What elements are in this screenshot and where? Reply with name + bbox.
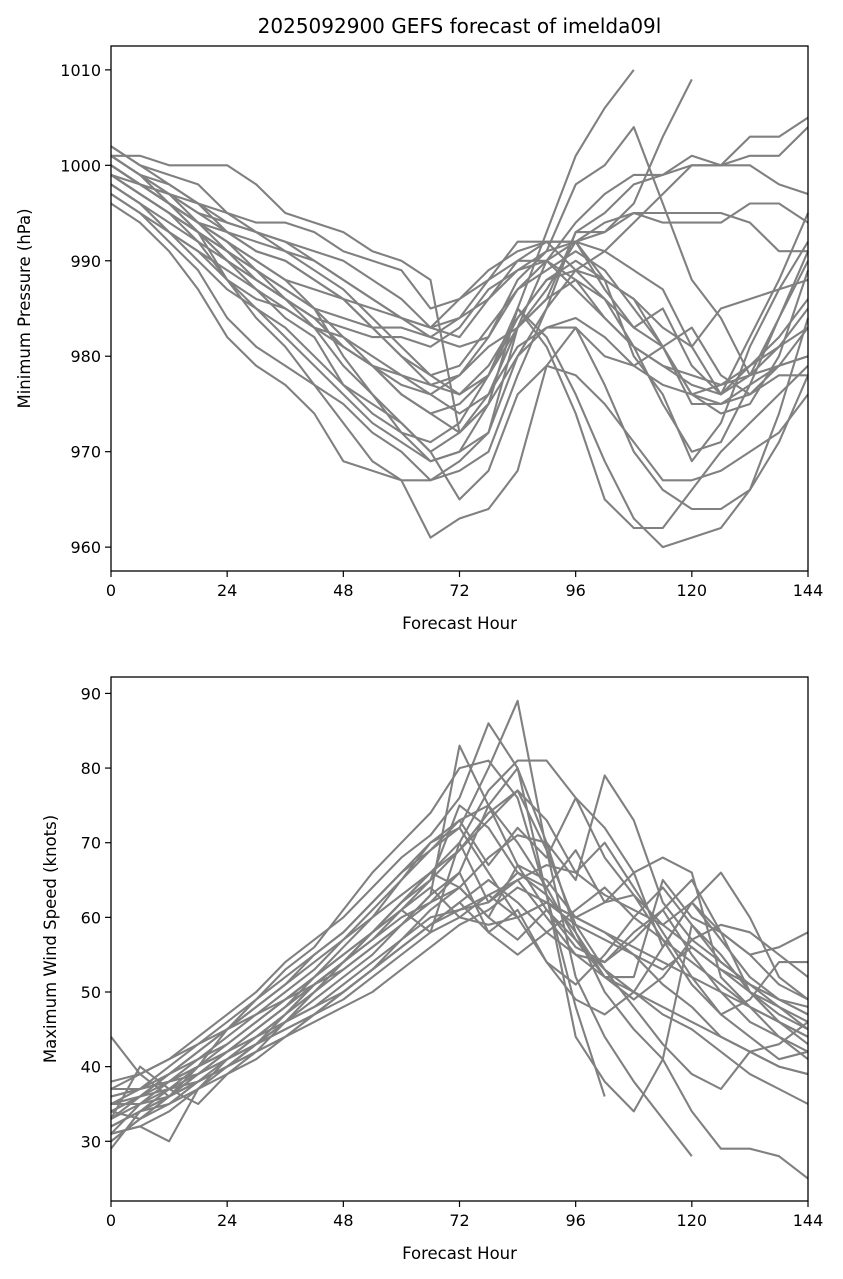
wind-ticks: 0 24 48 72 96 120 144 30 40 50 60 70 80 90 (81, 684, 824, 1230)
wind-x-tick-label: 144 (793, 1211, 824, 1230)
pressure-x-tick-label: 72 (449, 581, 469, 600)
pressure-series-line-m14 (110, 154, 810, 549)
pressure-x-tick-label: 96 (565, 581, 585, 600)
wind-series-line-m23 (110, 893, 809, 1113)
pressure-x-tick-label: 0 (106, 581, 116, 600)
pressure-chart: 2025092900 GEFS forecast of imelda09l 0 2… (15, 14, 823, 633)
pressure-y-tick-label: 970 (70, 443, 101, 462)
pressure-x-tick-label: 48 (333, 581, 353, 600)
chart-title: 2025092900 GEFS forecast of imelda09l (258, 14, 662, 38)
pressure-plot-frame (110, 45, 809, 572)
pressure-y-tick-label: 990 (70, 252, 101, 271)
wind-x-tick-label: 24 (217, 1211, 237, 1230)
wind-chart: 0 24 48 72 96 120 144 30 40 50 60 70 80 90 Forecast H… (41, 676, 824, 1263)
pressure-series-line-m20 (110, 193, 809, 453)
wind-y-tick-label: 80 (81, 759, 101, 778)
wind-y-tick-label: 30 (81, 1132, 101, 1151)
pressure-y-tick-label: 1000 (60, 156, 101, 175)
pressure-series-line-m24 (110, 154, 808, 406)
pressure-ticks: 0 24 48 72 96 120 144 960 970 980 990 1000 1010 (60, 61, 823, 600)
wind-y-tick-label: 50 (81, 983, 101, 1002)
wind-y-tick-label: 40 (81, 1058, 101, 1077)
pressure-series-line-m6 (110, 164, 809, 482)
wind-x-tick-label: 0 (106, 1211, 116, 1230)
wind-y-axis-label: Maximum Wind Speed (knots) (41, 815, 60, 1063)
wind-series-lines (110, 699, 809, 1180)
wind-y-tick-label: 60 (81, 908, 101, 927)
wind-x-tick-label: 96 (565, 1211, 585, 1230)
pressure-series-line-m19 (110, 174, 809, 396)
pressure-series-line-m23 (110, 173, 809, 386)
pressure-x-axis-label: Forecast Hour (402, 614, 517, 633)
pressure-y-tick-label: 1010 (60, 61, 101, 80)
pressure-series-line-m1 (111, 69, 635, 434)
wind-y-tick-label: 90 (81, 684, 101, 703)
pressure-x-tick-label: 120 (677, 581, 708, 600)
pressure-x-tick-label: 24 (217, 581, 237, 600)
pressure-y-tick-label: 980 (70, 347, 101, 366)
wind-x-tick-label: 72 (449, 1211, 469, 1230)
pressure-series-line-m8 (110, 202, 809, 482)
wind-x-axis-label: Forecast Hour (402, 1244, 517, 1263)
pressure-series-lines (110, 69, 810, 549)
pressure-x-tick-label: 144 (793, 581, 824, 600)
pressure-y-axis-label: Minimum Pressure (hPa) (15, 208, 34, 408)
pressure-series-line-m17 (110, 183, 809, 396)
wind-x-tick-label: 48 (333, 1211, 353, 1230)
wind-series-line-m24 (110, 878, 809, 1128)
wind-plot-frame (110, 676, 809, 1202)
wind-x-tick-label: 120 (677, 1211, 708, 1230)
wind-series-line-m19 (110, 864, 809, 1090)
wind-y-tick-label: 70 (81, 834, 101, 853)
pressure-y-tick-label: 960 (70, 538, 101, 557)
